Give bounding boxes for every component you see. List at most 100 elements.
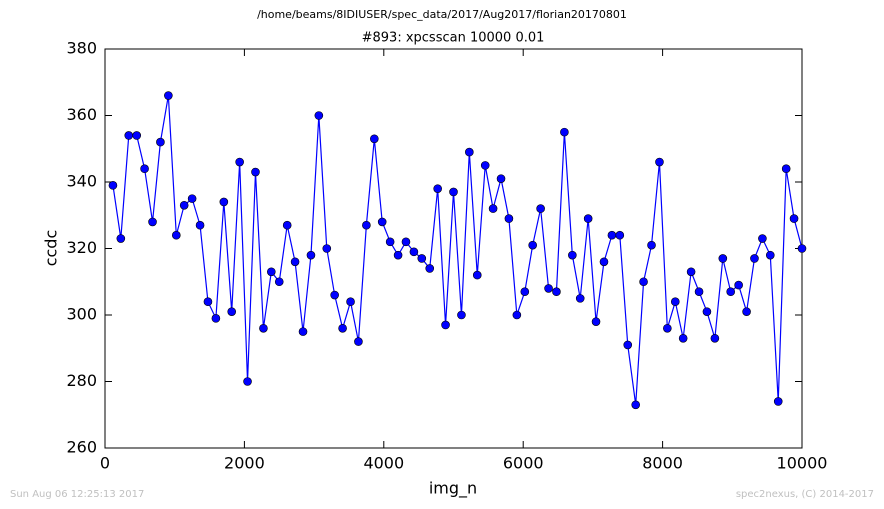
y-tick-label: 320 (66, 238, 97, 257)
data-point (647, 240, 656, 250)
data-point (623, 340, 633, 350)
x-tick-label: 6000 (503, 454, 544, 473)
data-point (520, 287, 530, 297)
data-point (377, 217, 387, 227)
data-point (306, 250, 316, 260)
data-point (552, 287, 561, 297)
y-tick-label: 340 (66, 172, 97, 191)
x-tick-label: 8000 (642, 454, 683, 473)
data-point (583, 214, 593, 223)
data-point (172, 230, 181, 240)
data-point (528, 240, 537, 250)
data-point (338, 323, 347, 333)
data-point (267, 267, 276, 277)
data-point (346, 297, 355, 307)
data-point (417, 254, 427, 263)
data-point (282, 220, 292, 230)
data-point (116, 234, 126, 243)
y-tick-label: 280 (66, 371, 97, 390)
data-point (187, 194, 197, 203)
data-point (156, 137, 165, 147)
data-point (425, 264, 435, 273)
chart-title: #893: xpcsscan 10000 0.01 (362, 31, 545, 46)
data-point (670, 297, 680, 307)
data-point (314, 111, 324, 120)
data-point (259, 323, 268, 333)
x-axis-label: img_n (429, 479, 477, 499)
data-point (599, 257, 609, 267)
data-point (773, 397, 783, 406)
data-point (781, 164, 791, 173)
data-point (758, 234, 767, 243)
data-point (290, 257, 300, 267)
data-point (274, 277, 284, 287)
data-point (385, 237, 395, 247)
x-tick-label: 4000 (363, 454, 404, 473)
data-point (457, 310, 466, 320)
data-point (330, 290, 339, 300)
data-point (639, 277, 648, 287)
y-tick-label: 260 (66, 438, 97, 457)
data-point (203, 297, 213, 307)
data-point (362, 220, 371, 230)
data-point (409, 247, 419, 257)
data-point (512, 310, 522, 320)
data-point (568, 250, 577, 260)
data-point (140, 164, 149, 173)
data-point (298, 327, 308, 336)
plot-frame (104, 48, 803, 449)
data-point (433, 184, 442, 193)
data-point (765, 250, 775, 260)
y-tick-label: 360 (66, 105, 97, 124)
data-point (789, 214, 799, 223)
y-tick-label: 380 (66, 39, 97, 58)
data-point (441, 320, 450, 330)
data-point (615, 230, 625, 240)
suptitle: /home/beams/8IDIUSER/spec_data/2017/Aug2… (257, 8, 627, 21)
data-point (227, 307, 237, 316)
data-point (702, 307, 712, 316)
data-point (678, 333, 688, 343)
data-point (694, 287, 704, 297)
data-point (536, 204, 545, 213)
x-tick-label: 0 (100, 454, 110, 473)
data-point (472, 270, 482, 280)
data-point (655, 157, 664, 167)
data-point (734, 280, 743, 290)
x-tick-label: 10000 (777, 454, 828, 473)
data-point (235, 157, 244, 167)
series-line (112, 95, 802, 405)
data-point (797, 244, 807, 253)
y-axis-label: ccdc (42, 230, 61, 267)
data-point (607, 230, 617, 240)
data-point (148, 217, 157, 227)
data-point (401, 237, 411, 247)
data-point (750, 254, 759, 263)
data-point (322, 244, 332, 253)
data-point (354, 337, 363, 346)
y-tick-label: 300 (66, 305, 97, 324)
data-point (560, 127, 569, 137)
data-point (132, 131, 142, 140)
data-point (449, 187, 458, 197)
data-point (663, 323, 672, 333)
data-point (686, 267, 696, 277)
data-point (195, 220, 205, 230)
data-point (465, 147, 474, 157)
data-point (219, 197, 229, 207)
data-point (591, 317, 601, 326)
data-point (108, 181, 118, 190)
footer-credit: spec2nexus, (C) 2014-2017 (736, 489, 874, 500)
data-point (251, 167, 260, 177)
data-point (164, 91, 173, 100)
data-point (631, 400, 640, 410)
data-point (742, 307, 751, 316)
data-point (480, 161, 490, 170)
data-point (496, 174, 506, 183)
data-point (124, 131, 134, 140)
data-point (370, 134, 379, 144)
data-point (211, 314, 221, 323)
data-point (544, 284, 553, 293)
data-point (504, 214, 514, 223)
